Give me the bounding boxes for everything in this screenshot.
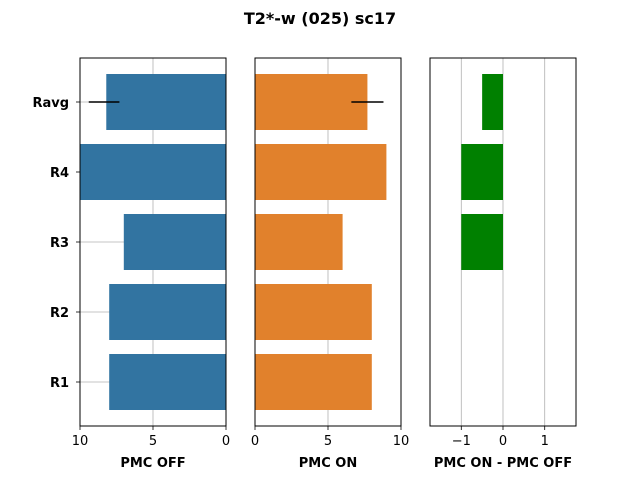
x-tick-label: 5 — [324, 434, 332, 449]
bar-r4 — [80, 144, 226, 200]
chart-title: T2*-w (025) sc17 — [244, 9, 396, 28]
x-tick-label: 5 — [149, 434, 157, 449]
bar-r4 — [461, 144, 503, 200]
chart-panel-1: 10 5 0 PMC OFF R1 R2 R3 R4 Ravg — [32, 57, 230, 471]
y-tick-label: R1 — [50, 376, 69, 391]
x-tick-label: 1 — [541, 434, 549, 449]
x-axis-label: PMC ON - PMC OFF — [434, 456, 572, 471]
bar-r2 — [255, 284, 372, 340]
x-axis-label: PMC ON — [299, 456, 357, 471]
y-tick-label: R4 — [50, 166, 69, 181]
x-tick-label: 0 — [499, 434, 507, 449]
y-tick-label: R2 — [50, 306, 69, 321]
bar-r3 — [255, 214, 343, 270]
chart-panel-3: −1 0 1 PMC ON - PMC OFF — [429, 57, 577, 471]
bar-r1 — [255, 354, 372, 410]
bar-r4 — [255, 144, 387, 200]
bar-ravg — [255, 74, 368, 130]
bar-r3 — [123, 214, 226, 270]
bar-ravg — [106, 74, 226, 130]
plots: 10 5 0 PMC OFF R1 R2 R3 R4 Ravg 0 5 10 PMC ON −1 0 1 PMC… — [32, 57, 577, 471]
bar-r1 — [109, 354, 226, 410]
x-tick-label: 0 — [222, 434, 230, 449]
x-tick-label: 10 — [72, 434, 89, 449]
x-tick-label: 10 — [393, 434, 410, 449]
y-tick-label: R3 — [50, 236, 69, 251]
x-tick-label: −1 — [452, 434, 471, 449]
chart-panel-2: 0 5 10 PMC ON — [251, 57, 410, 471]
x-axis-label: PMC OFF — [120, 456, 185, 471]
y-tick-label: Ravg — [32, 96, 69, 111]
bar-r3 — [461, 214, 503, 270]
bar-r2 — [109, 284, 226, 340]
x-tick-label: 0 — [251, 434, 259, 449]
bar-ravg — [482, 74, 503, 130]
